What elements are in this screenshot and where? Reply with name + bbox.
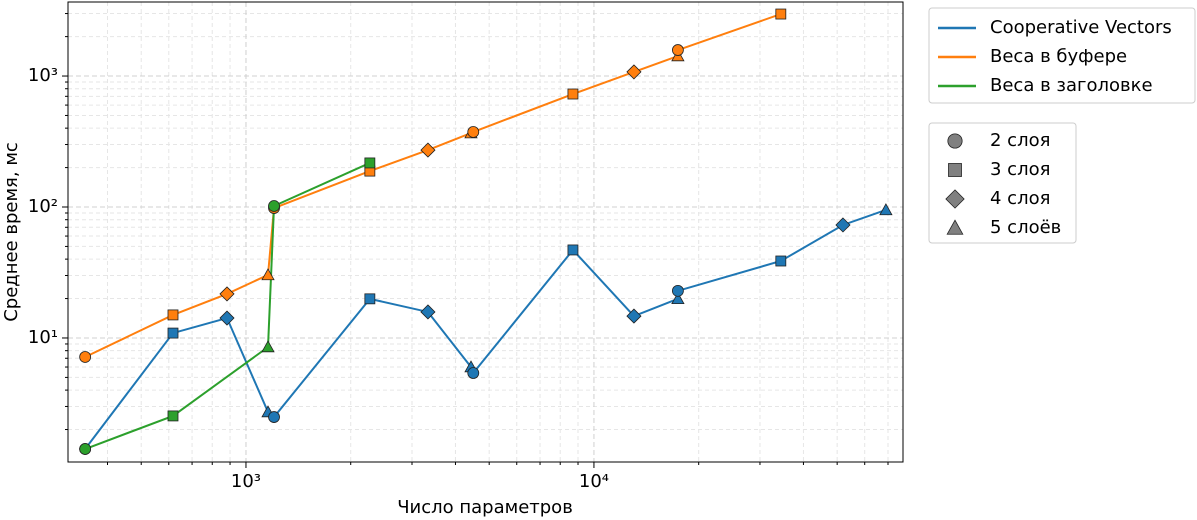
y-tick-label: 10² xyxy=(28,196,58,217)
plot-frame xyxy=(67,1,904,463)
marker xyxy=(219,286,235,302)
marker xyxy=(775,8,787,20)
legend-label: Cooperative Vectors xyxy=(990,17,1172,38)
legend-label: 2 слоя xyxy=(990,130,1050,151)
marker xyxy=(261,340,275,353)
legend-box xyxy=(928,7,1196,104)
x-tick-label: 10⁴ xyxy=(579,471,609,492)
marker xyxy=(364,293,376,305)
marker xyxy=(626,308,642,324)
marker xyxy=(467,126,480,138)
marker xyxy=(219,310,235,326)
marker xyxy=(467,367,480,379)
y-tick-label: 10³ xyxy=(28,65,58,86)
legend-marker xyxy=(947,133,963,149)
legend-label: 3 слоя xyxy=(990,159,1050,180)
legend-box xyxy=(928,122,1077,244)
series-line xyxy=(84,209,887,450)
marker xyxy=(167,410,179,422)
legend-marker xyxy=(948,163,962,177)
marker xyxy=(79,351,92,363)
marker xyxy=(835,217,851,233)
legend-label: Веса в буфере xyxy=(990,46,1127,67)
marker xyxy=(364,157,376,169)
marker xyxy=(420,304,436,320)
marker xyxy=(879,203,893,216)
marker xyxy=(420,142,436,158)
marker xyxy=(167,309,179,321)
legend-marker xyxy=(945,189,965,209)
marker xyxy=(672,44,684,56)
y-axis-label: Среднее время, мс xyxy=(1,142,22,322)
marker xyxy=(268,200,280,212)
marker xyxy=(268,411,280,423)
marker xyxy=(79,443,92,455)
y-tick-label: 10¹ xyxy=(28,327,58,348)
x-tick-label: 10³ xyxy=(231,471,261,492)
marker xyxy=(567,244,579,256)
marker xyxy=(671,292,685,305)
marker xyxy=(261,268,275,281)
marker xyxy=(167,327,179,339)
marker xyxy=(775,255,787,267)
legend-label: 4 слоя xyxy=(990,188,1050,209)
series-line xyxy=(84,13,782,358)
x-axis-label: Число параметров xyxy=(397,497,573,518)
legend-label: Веса в заголовке xyxy=(990,75,1153,96)
legend-label: 5 слоёв xyxy=(990,217,1061,238)
marker xyxy=(567,88,579,100)
legend-marker xyxy=(946,219,964,235)
marker xyxy=(672,284,684,297)
marker xyxy=(626,64,642,80)
